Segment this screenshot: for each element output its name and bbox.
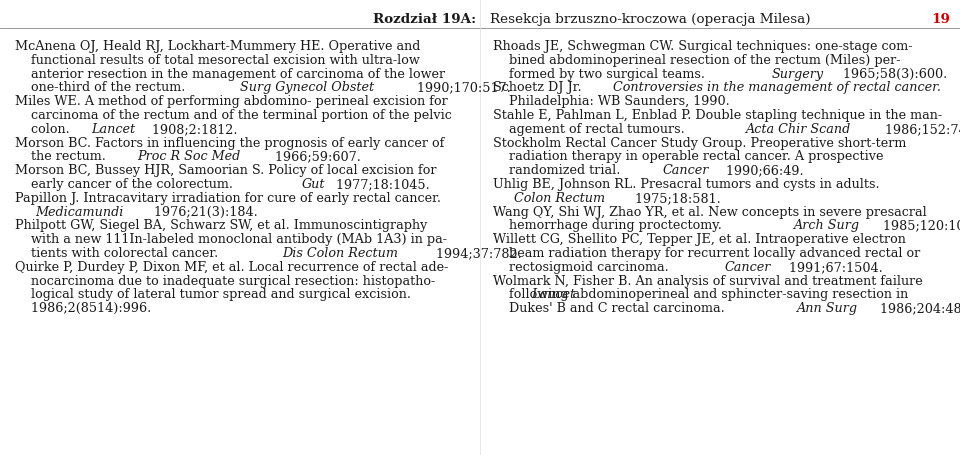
Text: Stahle E, Pahlman L, Enblad P. Double stapling technique in the man-: Stahle E, Pahlman L, Enblad P. Double st… [493,109,942,122]
Text: early cancer of the colorectum.: early cancer of the colorectum. [15,178,237,191]
Text: following abdominoperineal and sphincter-saving resection in: following abdominoperineal and sphincter… [493,288,908,301]
Text: 1994;37:782.: 1994;37:782. [432,247,522,260]
Text: Dukes' B and C rectal carcinoma.: Dukes' B and C rectal carcinoma. [493,302,729,315]
Text: 1990;66:49.: 1990;66:49. [722,164,804,177]
Text: hemorrhage during proctectomy.: hemorrhage during proctectomy. [493,219,726,233]
Text: McAnena OJ, Heald RJ, Lockhart-Mummery HE. Operative and: McAnena OJ, Heald RJ, Lockhart-Mummery H… [15,40,420,53]
Text: 1966;59:607.: 1966;59:607. [271,151,361,163]
Text: 19: 19 [931,13,950,26]
Text: nocarcinoma due to inadequate surgical resection: histopatho-: nocarcinoma due to inadequate surgical r… [15,275,435,288]
Text: Morson BC, Bussey HJR, Samoorian S. Policy of local excision for: Morson BC, Bussey HJR, Samoorian S. Poli… [15,164,437,177]
Text: Philpott GW, Siegel BA, Schwarz SW, et al. Immunoscintigraphy: Philpott GW, Siegel BA, Schwarz SW, et a… [15,219,427,233]
Text: carcinoma of the rectum and of the terminal portion of the pelvic: carcinoma of the rectum and of the termi… [15,109,452,122]
Text: Gut: Gut [301,178,324,191]
Text: agement of rectal tumours.: agement of rectal tumours. [493,123,688,136]
Text: formed by two surgical teams.: formed by two surgical teams. [493,68,709,81]
Text: Lancet: Lancet [531,288,575,301]
Text: Quirke P, Durdey P, Dixon MF, et al. Local recurrence of rectal ade-: Quirke P, Durdey P, Dixon MF, et al. Loc… [15,261,448,274]
Text: 1986;2(8514):996.: 1986;2(8514):996. [15,302,152,315]
Text: Stockholm Rectal Cancer Study Group. Preoperative short-term: Stockholm Rectal Cancer Study Group. Pre… [493,136,906,150]
Text: Arch Surg: Arch Surg [794,219,859,233]
Text: Uhlig BE, Johnson RL. Presacral tumors and cysts in adults.: Uhlig BE, Johnson RL. Presacral tumors a… [493,178,883,191]
Text: Wolmark N, Fisher B. An analysis of survival and treatment failure: Wolmark N, Fisher B. An analysis of surv… [493,275,923,288]
Text: 1986;204:480.: 1986;204:480. [876,302,960,315]
Text: Cancer: Cancer [725,261,771,274]
Text: functional results of total mesorectal excision with ultra-low: functional results of total mesorectal e… [15,54,420,67]
Text: Rozdział 19A:: Rozdział 19A: [372,13,476,26]
Text: logical study of lateral tumor spread and surgical excision.: logical study of lateral tumor spread an… [15,288,415,301]
Text: Acta Chir Scand: Acta Chir Scand [746,123,851,136]
Text: colon.: colon. [15,123,74,136]
Text: Miles WE. A method of performing abdomino- perineal excision for: Miles WE. A method of performing abdomin… [15,95,447,108]
Text: 1991;67:1504.: 1991;67:1504. [784,261,882,274]
Text: randomized trial.: randomized trial. [493,164,624,177]
Text: 1975;18:581.: 1975;18:581. [632,192,721,205]
Text: 1985;120:1013.: 1985;120:1013. [878,219,960,233]
Text: Controversies in the management of rectal cancer.: Controversies in the management of recta… [612,81,941,94]
Text: Proc R Soc Med: Proc R Soc Med [137,151,241,163]
Text: radiation therapy in operable rectal cancer. A prospective: radiation therapy in operable rectal can… [493,151,883,163]
Text: 1990;170:517.: 1990;170:517. [413,81,511,94]
Text: Rhoads JE, Schwegman CW. Surgical techniques: one-stage com-: Rhoads JE, Schwegman CW. Surgical techni… [493,40,913,53]
Text: 1976;21(3):184.: 1976;21(3):184. [150,206,257,218]
Text: Schoetz DJ Jr.: Schoetz DJ Jr. [493,81,586,94]
Text: Philadelphia: WB Saunders, 1990.: Philadelphia: WB Saunders, 1990. [493,95,730,108]
Text: Willett CG, Shellito PC, Tepper JE, et al. Intraoperative electron: Willett CG, Shellito PC, Tepper JE, et a… [493,233,906,246]
Text: Medicamundi: Medicamundi [36,206,124,218]
Text: anterior resection in the management of carcinoma of the lower: anterior resection in the management of … [15,68,445,81]
Text: bined abdominoperineal resection of the rectum (Miles) per-: bined abdominoperineal resection of the … [493,54,900,67]
Text: the rectum.: the rectum. [15,151,109,163]
Text: Colon Rectum: Colon Rectum [514,192,605,205]
Text: 1977;18:1045.: 1977;18:1045. [332,178,429,191]
Text: beam radiation therapy for recurrent locally advanced rectal or: beam radiation therapy for recurrent loc… [493,247,921,260]
Text: Wang QY, Shi WJ, Zhao YR, et al. New concepts in severe presacral: Wang QY, Shi WJ, Zhao YR, et al. New con… [493,206,926,218]
Text: rectosigmoid carcinoma.: rectosigmoid carcinoma. [493,261,673,274]
Text: Surg Gynecol Obstet: Surg Gynecol Obstet [240,81,374,94]
Text: Papillon J. Intracavitary irradiation for cure of early rectal cancer.: Papillon J. Intracavitary irradiation fo… [15,192,441,205]
Text: Morson BC. Factors in influencing the prognosis of early cancer of: Morson BC. Factors in influencing the pr… [15,136,444,150]
Text: 1908;2:1812.: 1908;2:1812. [148,123,237,136]
Text: Cancer: Cancer [662,164,708,177]
Text: Dis Colon Rectum: Dis Colon Rectum [282,247,398,260]
Text: Surgery: Surgery [772,68,824,81]
Text: one-third of the rectum.: one-third of the rectum. [15,81,189,94]
Text: Resekcja brzuszno-kroczowa (operacja Milesa): Resekcja brzuszno-kroczowa (operacja Mil… [490,13,810,26]
Text: 1965;58(3):600.: 1965;58(3):600. [839,68,948,81]
Text: tients with colorectal cancer.: tients with colorectal cancer. [15,247,223,260]
Text: Lancet: Lancet [91,123,135,136]
Text: Ann Surg: Ann Surg [797,302,858,315]
Text: with a new 111In-labeled monoclonal antibody (MAb 1A3) in pa-: with a new 111In-labeled monoclonal anti… [15,233,447,246]
Text: 1986;152:743.: 1986;152:743. [881,123,960,136]
